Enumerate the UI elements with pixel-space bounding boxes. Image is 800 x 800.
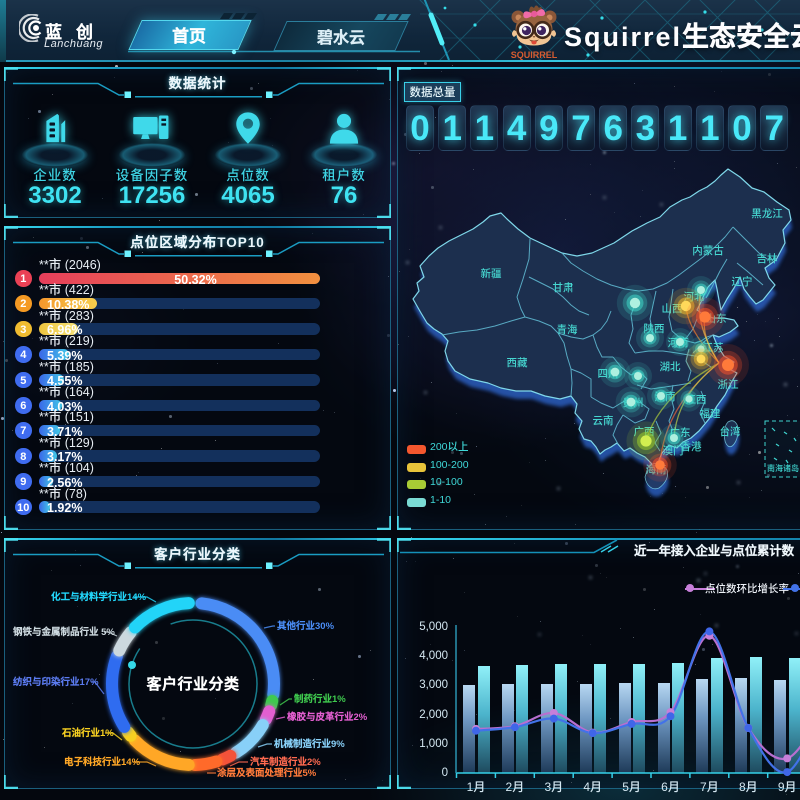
svg-text:黑龙江: 黑龙江	[751, 206, 783, 221]
svg-text:辽宁: 辽宁	[732, 274, 753, 289]
svg-text:山西: 山西	[662, 301, 683, 316]
svg-text:澳门: 澳门	[663, 443, 684, 458]
svg-text:香港: 香港	[681, 439, 702, 454]
svg-text:西藏: 西藏	[507, 355, 528, 370]
svg-text:浙江: 浙江	[718, 377, 739, 392]
svg-text:甘肃: 甘肃	[553, 280, 574, 295]
svg-text:内蒙古: 内蒙古	[692, 243, 724, 258]
svg-text:SQUIRREL: SQUIRREL	[511, 50, 558, 60]
svg-text:南海诸岛: 南海诸岛	[767, 463, 799, 474]
svg-text:吉林: 吉林	[757, 251, 778, 266]
svg-text:云南: 云南	[593, 413, 614, 428]
svg-text:台湾: 台湾	[720, 424, 741, 439]
svg-text:新疆: 新疆	[481, 266, 502, 281]
svg-text:青海: 青海	[557, 322, 578, 337]
svg-text:湖北: 湖北	[660, 359, 681, 374]
svg-text:福建: 福建	[700, 406, 721, 421]
